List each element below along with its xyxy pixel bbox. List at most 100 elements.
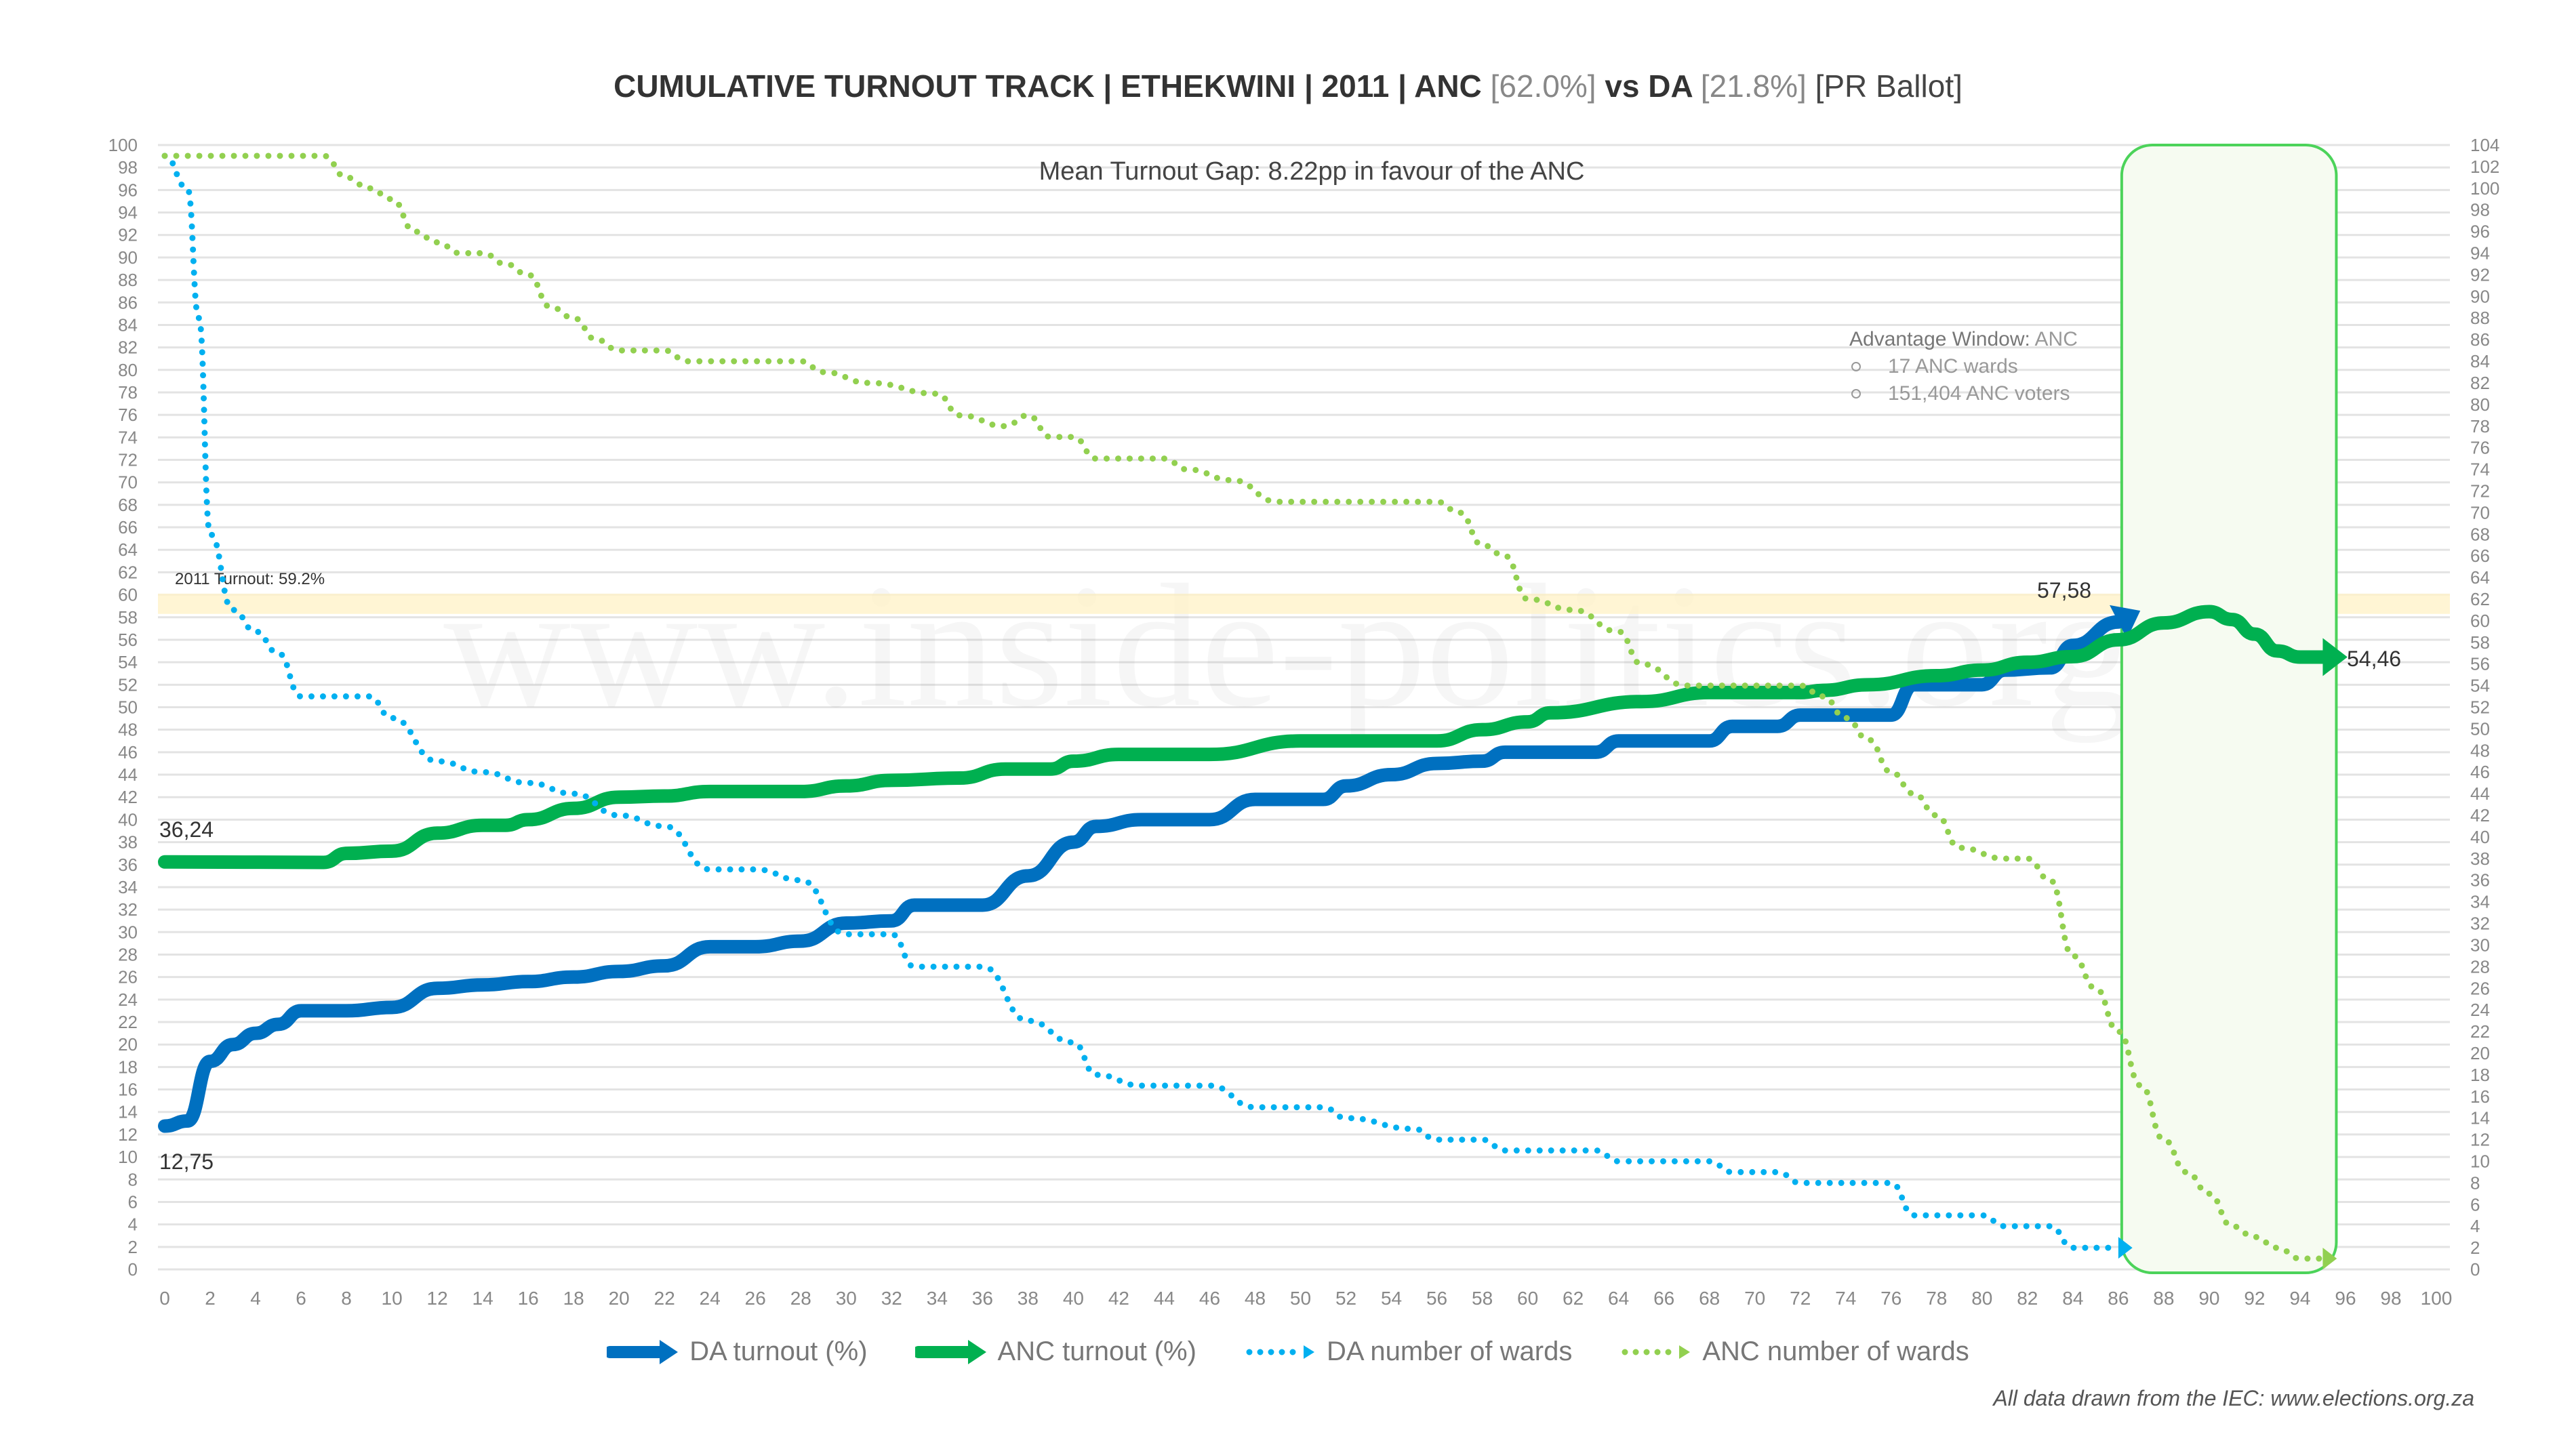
legend-item-da-wards[interactable]: DA number of wards (1244, 1336, 1572, 1367)
y-right-tick-label: 76 (2470, 438, 2490, 458)
y-right-tick-label: 92 (2470, 264, 2490, 285)
y-right-tick-label: 48 (2470, 740, 2490, 760)
y-left-tick-label: 88 (118, 270, 138, 290)
y-left-tick-label: 24 (118, 989, 138, 1010)
y-left-tick-label: 52 (118, 674, 138, 695)
y-right-tick-label: 30 (2470, 935, 2490, 955)
y-right-tick-label: 44 (2470, 783, 2490, 804)
chart-title: CUMULATIVE TURNOUT TRACK | ETHEKWINI | 2… (0, 68, 2576, 104)
y-right-tick-label: 62 (2470, 589, 2490, 609)
y-left-tick-label: 94 (118, 203, 138, 223)
y-right-tick-label: 24 (2470, 1000, 2490, 1020)
y-right-tick-label: 82 (2470, 373, 2490, 393)
legend-item-da-turnout[interactable]: DA turnout (%) (607, 1336, 868, 1367)
y-left-tick-label: 96 (118, 180, 138, 200)
y-right-tick-label: 12 (2470, 1130, 2490, 1150)
y-right-tick-label: 96 (2470, 222, 2490, 242)
y-left-tick-label: 62 (118, 562, 138, 582)
y-right-tick-label: 56 (2470, 654, 2490, 674)
y-left-tick-label: 60 (118, 585, 138, 605)
x-tick-label: 70 (1744, 1288, 1765, 1309)
y-left-tick-label: 56 (118, 630, 138, 650)
y-left-tick-label: 42 (118, 787, 138, 807)
title-da-pct: [21.8%] (1700, 68, 1807, 104)
title-anc-pct: [62.0%] (1490, 68, 1596, 104)
y-left-tick-label: 78 (118, 382, 138, 403)
y-right-tick-label: 88 (2470, 308, 2490, 328)
y-right-tick-label: 58 (2470, 632, 2490, 653)
y-left-tick-label: 100 (108, 135, 138, 155)
legend-label: DA number of wards (1326, 1336, 1573, 1366)
legend-swatch-anc-turnout (914, 1339, 986, 1364)
x-tick-label: 82 (2017, 1288, 2038, 1309)
advantage-window-item: 151,404 ANC voters (1888, 382, 2070, 405)
y-left-tick-label: 28 (118, 944, 138, 964)
y-left-tick-label: 32 (118, 899, 138, 920)
x-tick-label: 98 (2380, 1288, 2401, 1309)
y-left-tick-label: 2 (128, 1237, 138, 1257)
turnout-band-label: 2011 Turnout: 59.2% (175, 570, 325, 588)
x-tick-label: 4 (250, 1288, 261, 1309)
x-tick-label: 74 (1835, 1288, 1856, 1309)
x-tick-label: 94 (2289, 1288, 2310, 1309)
y-right-tick-label: 90 (2470, 286, 2490, 306)
x-tick-label: 20 (609, 1288, 630, 1309)
y-right-tick-label: 28 (2470, 956, 2490, 977)
y-right-tick-label: 26 (2470, 978, 2490, 998)
x-tick-label: 12 (427, 1288, 448, 1309)
y-left-tick-label: 8 (128, 1169, 138, 1189)
y-right-tick-label: 46 (2470, 762, 2490, 782)
x-tick-label: 18 (563, 1288, 584, 1309)
label-da-end: 57,58 (2037, 578, 2091, 603)
y-right-tick-label: 70 (2470, 502, 2490, 523)
x-tick-label: 44 (1154, 1288, 1175, 1309)
y-right-tick-label: 102 (2470, 157, 2499, 177)
y-left-tick-label: 16 (118, 1080, 138, 1100)
x-tick-label: 40 (1063, 1288, 1084, 1309)
y-left-tick-label: 20 (118, 1034, 138, 1055)
legend-item-anc-turnout[interactable]: ANC turnout (%) (914, 1336, 1196, 1367)
legend-swatch-da-turnout (607, 1339, 679, 1364)
source-note: All data drawn from the IEC: www.electio… (1993, 1386, 2474, 1410)
y-right-tick-label: 78 (2470, 416, 2490, 436)
legend: DA turnout (%) ANC turnout (%) DA number… (0, 1336, 2576, 1367)
x-tick-label: 56 (1426, 1288, 1447, 1309)
x-tick-label: 96 (2335, 1288, 2356, 1309)
y-left-tick-label: 54 (118, 652, 138, 672)
y-right-tick-label: 100 (2470, 178, 2499, 199)
y-left-tick-label: 66 (118, 517, 138, 537)
y-left-tick-label: 92 (118, 225, 138, 245)
x-tick-label: 54 (1381, 1288, 1402, 1309)
y-left-tick-label: 40 (118, 809, 138, 830)
y-left-tick-label: 86 (118, 292, 138, 312)
y-right-tick-label: 40 (2470, 827, 2490, 847)
bullet-icon (1851, 362, 1861, 371)
x-tick-label: 36 (972, 1288, 993, 1309)
x-tick-label: 24 (700, 1288, 721, 1309)
legend-swatch-anc-wards (1622, 1345, 1691, 1359)
x-tick-label: 34 (927, 1288, 948, 1309)
y-left-tick-label: 64 (118, 539, 138, 560)
x-tick-label: 84 (2062, 1288, 2083, 1309)
legend-label: ANC number of wards (1702, 1336, 1969, 1366)
advantage-window-box (2120, 144, 2338, 1274)
y-left-tick-label: 82 (118, 338, 138, 358)
y-left-tick-label: 14 (118, 1102, 138, 1122)
x-tick-label: 8 (341, 1288, 352, 1309)
x-tick-label: 100 (2421, 1288, 2453, 1309)
x-tick-label: 48 (1245, 1288, 1266, 1309)
y-left-tick-label: 84 (118, 314, 138, 335)
legend-label: DA turnout (%) (689, 1336, 868, 1366)
y-left-tick-label: 80 (118, 360, 138, 380)
x-tick-label: 62 (1563, 1288, 1584, 1309)
x-tick-label: 22 (654, 1288, 675, 1309)
y-right-tick-label: 80 (2470, 394, 2490, 415)
y-left-tick-label: 4 (128, 1215, 138, 1235)
y-right-tick-label: 64 (2470, 567, 2490, 588)
y-right-tick-label: 4 (2470, 1216, 2480, 1236)
legend-item-anc-wards[interactable]: ANC number of wards (1619, 1336, 1969, 1367)
x-tick-label: 92 (2244, 1288, 2265, 1309)
y-left-tick-label: 34 (118, 877, 138, 897)
y-left-tick-label: 12 (118, 1124, 138, 1145)
